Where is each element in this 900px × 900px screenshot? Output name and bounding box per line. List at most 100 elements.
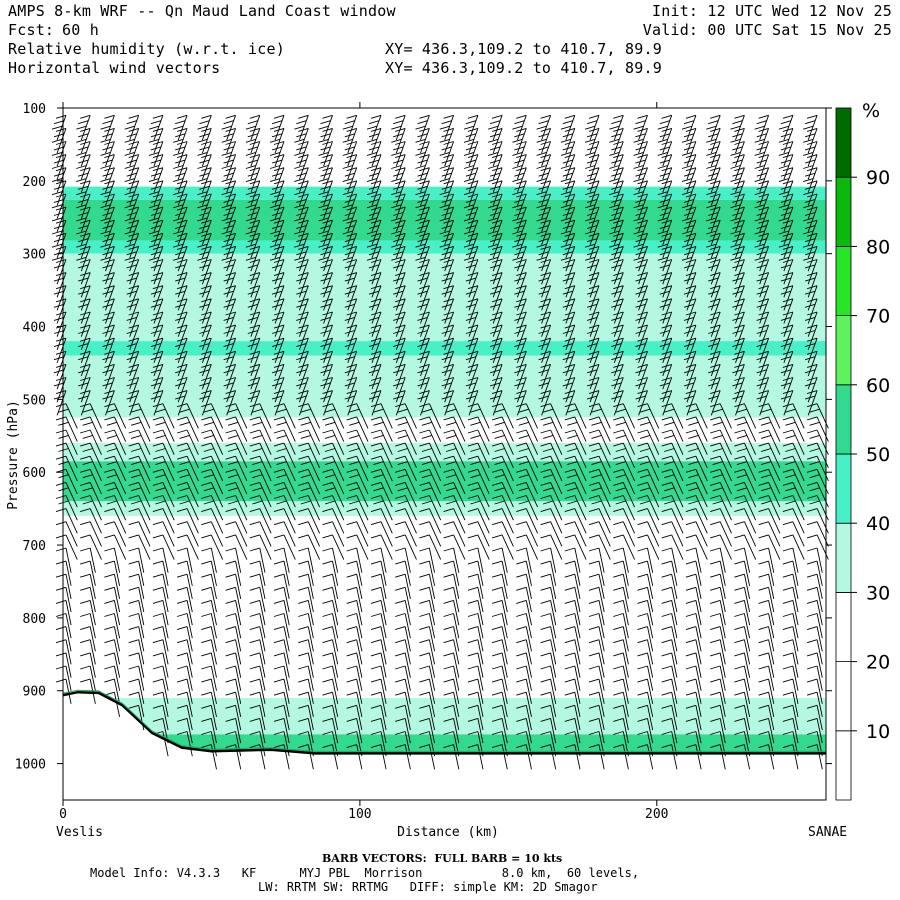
colorbar-label: 90 (866, 167, 890, 189)
wind-barb-feathers (443, 573, 454, 578)
wind-barb (501, 587, 508, 613)
wind-barb-feathers (657, 245, 672, 261)
wind-barb-feathers (637, 704, 648, 709)
wind-barb-feathers (584, 127, 600, 143)
wind-barb-feathers (540, 560, 551, 565)
wind-barb (453, 665, 460, 691)
wind-barb (356, 561, 363, 586)
wind-barb-feathers (201, 731, 212, 735)
wind-barb-feathers (516, 429, 529, 439)
wind-barb (695, 731, 702, 757)
wind-barb-feathers (124, 180, 139, 196)
wind-barb-feathers (298, 639, 309, 644)
wind-barb-feathers (512, 206, 527, 222)
wind-barb (210, 456, 224, 482)
distance-axis: 0 100 200 (59, 102, 669, 822)
wind-barb (138, 574, 145, 599)
wind-barb-feathers (443, 481, 457, 492)
wind-barb-feathers (318, 167, 333, 183)
wind-barb-feathers (516, 495, 529, 505)
wind-barb (598, 587, 605, 613)
wind-barb (501, 508, 514, 534)
wind-barb-feathers (271, 324, 285, 334)
wind-barb-feathers (467, 586, 479, 591)
wind-barb-feathers (199, 298, 212, 308)
wind-barb (647, 718, 654, 744)
wind-barb-feathers (564, 403, 578, 413)
wind-barb-feathers (732, 377, 745, 387)
wind-barb (695, 665, 702, 691)
wind-barb-feathers (536, 141, 551, 156)
wind-barb-feathers (152, 481, 166, 492)
wind-barb-feathers (395, 495, 408, 505)
wind-barb (428, 416, 442, 442)
wind-barb-feathers (175, 363, 188, 374)
wind-barb-feathers (732, 259, 745, 269)
wind-barb-feathers (661, 573, 672, 578)
wind-barb (574, 744, 581, 770)
wind-barb (65, 495, 78, 521)
wind-barb-feathers (124, 127, 139, 143)
wind-barb-feathers (245, 154, 260, 169)
wind-barb-feathers (197, 232, 212, 248)
wind-barb-feathers (657, 193, 672, 209)
wind-barb (743, 456, 757, 482)
wind-barb-feathers (782, 547, 794, 552)
wind-barb (541, 390, 552, 416)
wind-barb (647, 744, 654, 770)
wind-barb (671, 482, 684, 508)
wind-barb-feathers (806, 599, 818, 604)
wind-barb (477, 456, 490, 482)
y-tick-label: 800 (23, 612, 46, 627)
wind-barb (380, 652, 387, 678)
wind-barb-feathers (661, 626, 672, 631)
wind-barb-feathers (370, 665, 382, 670)
wind-barb-feathers (681, 167, 697, 183)
wind-barb-feathers (734, 455, 748, 466)
wind-barb (743, 482, 757, 508)
wind-barb (695, 652, 702, 678)
wind-barb (477, 403, 490, 429)
wind-barb-feathers (782, 573, 794, 578)
wind-barb-feathers (806, 442, 820, 452)
wind-barb-feathers (294, 114, 309, 130)
wind-barb (816, 626, 823, 652)
wind-barb (138, 482, 151, 508)
wind-barb-feathers (538, 298, 551, 308)
wind-barb (356, 521, 369, 547)
wind-barb-feathers (661, 731, 672, 735)
rh-band (63, 515, 826, 699)
wind-barb (453, 652, 460, 678)
wind-barb-feathers (124, 141, 139, 156)
wind-barb (428, 718, 436, 744)
wind-barb-feathers (489, 298, 503, 308)
wind-barb-feathers (661, 495, 675, 505)
wind-barb (210, 718, 217, 744)
wind-barb-feathers (441, 350, 454, 361)
wind-barb-feathers (419, 731, 430, 735)
wind-barb-feathers (754, 141, 769, 156)
wind-barb-feathers (249, 731, 260, 735)
wind-barb-feathers (104, 573, 115, 578)
wind-barb-feathers (803, 206, 818, 222)
wind-barb (138, 600, 145, 626)
wind-barb-feathers (683, 311, 697, 321)
colorbar-label: 60 (866, 375, 890, 397)
wind-barb-feathers (661, 508, 672, 513)
wind-barb-feathers (730, 127, 745, 143)
wind-barb (404, 665, 411, 691)
wind-barb-feathers (613, 691, 624, 696)
wind-barb (356, 508, 369, 534)
wind-barb (671, 561, 678, 586)
wind-barb-feathers (346, 508, 357, 513)
wind-barb-feathers (754, 232, 769, 248)
wind-barb-feathers (221, 114, 236, 130)
wind-barb (307, 718, 314, 744)
wind-barb-feathers (758, 403, 772, 413)
wind-barb (380, 416, 393, 442)
wind-barb (695, 482, 708, 508)
wind-barb-feathers (320, 337, 333, 348)
wind-barb-feathers (710, 534, 721, 539)
wind-barb-feathers (588, 639, 600, 644)
wind-barb-feathers (370, 429, 384, 439)
